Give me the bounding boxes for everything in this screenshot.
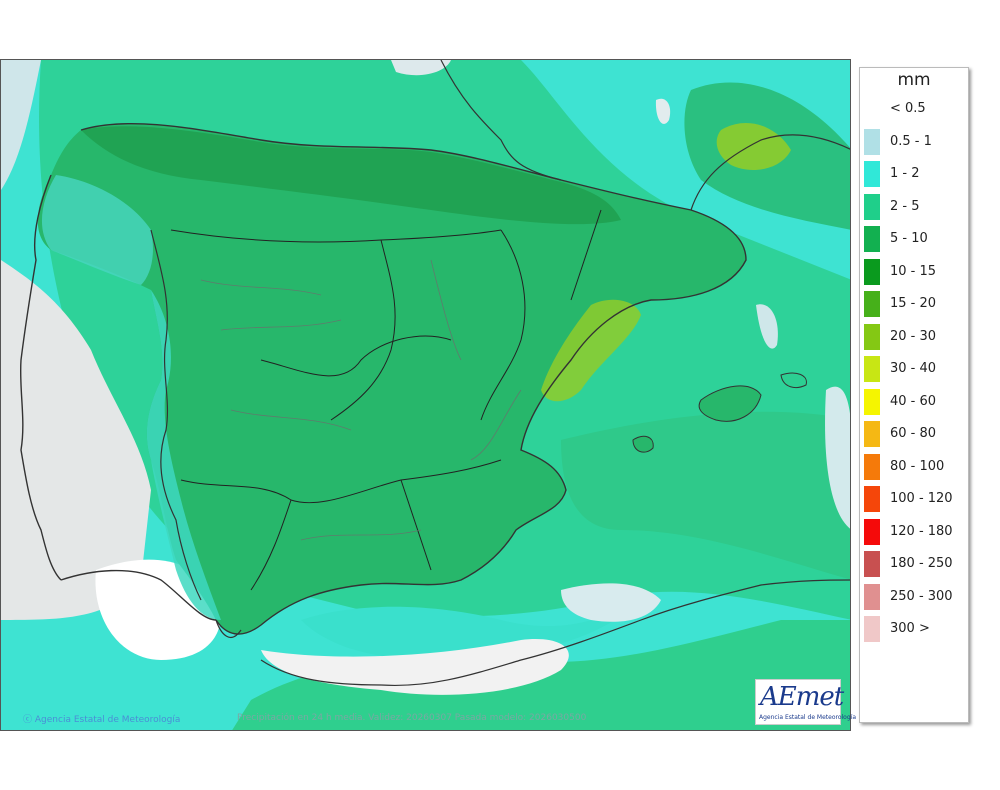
- legend-swatch: [864, 161, 880, 187]
- legend-label: 100 - 120: [890, 491, 953, 506]
- legend-item: 0.5 - 1: [864, 128, 964, 155]
- legend-label: 1 - 2: [890, 166, 920, 181]
- credit-label: Agencia Estatal de Meteorología: [34, 715, 181, 725]
- legend-swatch: [864, 518, 880, 545]
- legend-label: 10 - 15: [890, 263, 937, 279]
- legend-item: 20 - 30: [864, 323, 964, 350]
- legend-item: 80 - 100: [864, 453, 964, 480]
- legend-label: 2 - 5: [890, 198, 920, 214]
- legend-swatch: [864, 486, 880, 512]
- legend-label: 300 >: [890, 621, 930, 636]
- legend-item: 100 - 120: [864, 486, 964, 512]
- legend-swatch: [864, 616, 880, 642]
- legend-swatch: [864, 96, 880, 122]
- legend-swatch: [864, 291, 880, 317]
- legend-swatch: [864, 421, 880, 447]
- aemet-logo: AEmet Agencia Estatal de Meteorología: [755, 679, 856, 725]
- legend-item: 5 - 10: [864, 226, 964, 252]
- legend-label: 40 - 60: [890, 393, 937, 409]
- legend-item: 40 - 60: [864, 388, 964, 415]
- copyright-icon: ⓒ: [23, 715, 33, 725]
- precipitation-map[interactable]: ⓒ Agencia Estatal de Meteorología Precip…: [0, 59, 851, 731]
- legend-swatch: [864, 128, 880, 155]
- legend-label: < 0.5: [890, 101, 926, 116]
- legend-swatch: [864, 388, 880, 415]
- legend-swatch: [864, 583, 880, 610]
- legend-item: < 0.5: [864, 96, 964, 122]
- map-canvas: [1, 60, 850, 730]
- legend-label: 20 - 30: [890, 328, 937, 344]
- legend-label: 250 - 300: [890, 588, 953, 604]
- legend-label: 60 - 80: [890, 426, 937, 441]
- legend-swatch: [864, 226, 880, 252]
- legend-item: 250 - 300: [864, 583, 964, 610]
- legend-item: 180 - 250: [864, 551, 964, 577]
- legend-swatch: [864, 551, 880, 577]
- legend-item: 60 - 80: [864, 421, 964, 447]
- legend-label: 30 - 40: [890, 361, 937, 376]
- legend-item: 2 - 5: [864, 193, 964, 220]
- legend-item: 15 - 20: [864, 291, 964, 317]
- legend-item: 1 - 2: [864, 161, 964, 187]
- legend-label: 80 - 100: [890, 458, 945, 474]
- logo-subtitle: Agencia Estatal de Meteorología: [759, 714, 856, 721]
- legend-panel: mm < 0.5 0.5 - 1 1 - 2 2 - 5 5 - 10 10 - 15 15…: [859, 67, 969, 723]
- legend-label: 5 - 10: [890, 231, 928, 246]
- legend-swatch: [864, 258, 880, 285]
- legend-swatch: [864, 323, 880, 350]
- legend-item: 30 - 40: [864, 356, 964, 382]
- legend-swatch: [864, 193, 880, 220]
- legend-swatch: [864, 356, 880, 382]
- logo-brand: AEmet: [760, 682, 844, 712]
- validity-text: Precipitación en 24 h media. Validez: 20…: [237, 713, 587, 723]
- legend-item: 300 >: [864, 616, 964, 642]
- legend-swatch: [864, 453, 880, 480]
- legend-label: 180 - 250: [890, 556, 953, 571]
- legend-label: 0.5 - 1: [890, 133, 932, 149]
- legend-item: 120 - 180: [864, 518, 964, 545]
- credit-text: ⓒ Agencia Estatal de Meteorología: [23, 712, 180, 725]
- legend-unit: mm: [897, 70, 931, 90]
- legend-label: 120 - 180: [890, 523, 953, 539]
- legend-label: 15 - 20: [890, 296, 937, 311]
- legend-item: 10 - 15: [864, 258, 964, 285]
